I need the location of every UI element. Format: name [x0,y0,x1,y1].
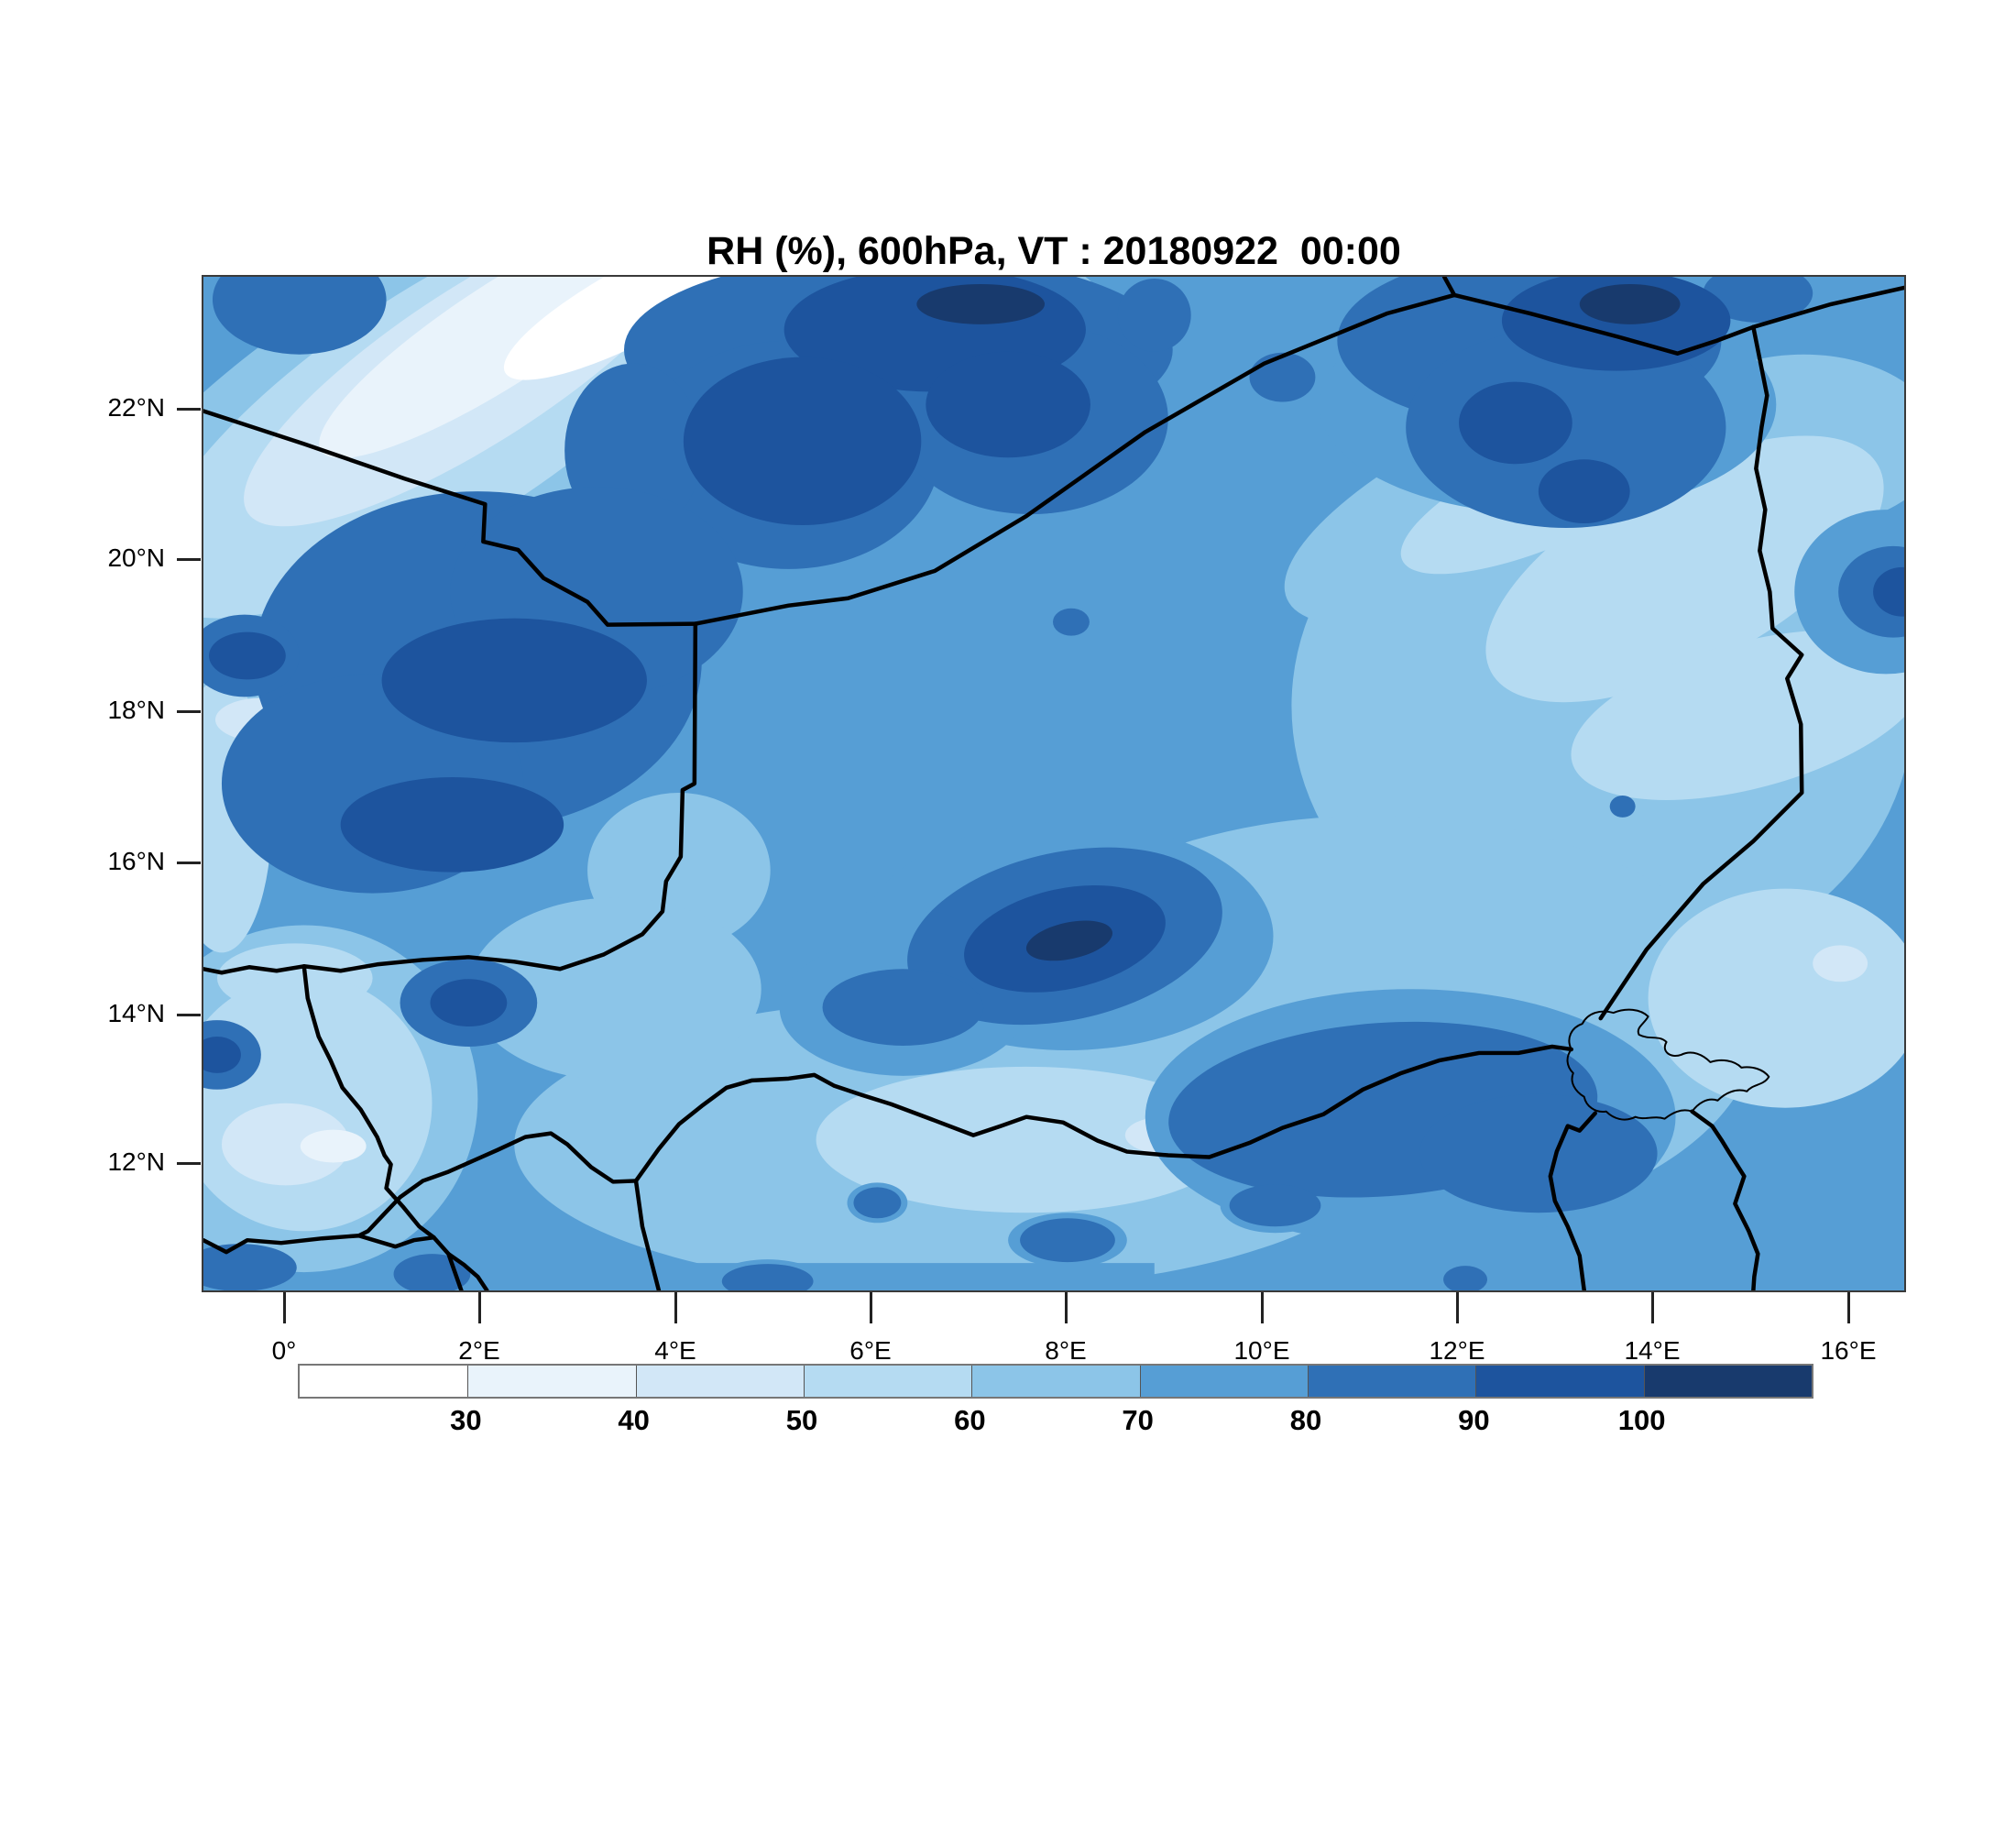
colorbar [298,1364,1813,1399]
border-algeria-niger [693,292,1457,626]
contour-map-svg [203,277,1904,1290]
border-nigeria-chad-south [1548,1111,1597,1290]
x-tick-label: 4°E [654,1336,696,1365]
colorbar-segment [1308,1366,1476,1397]
x-tick-mark [1651,1292,1654,1323]
lake-chad-outline [1566,1008,1770,1121]
border-benin-west [446,1251,464,1290]
x-tick-mark [1261,1292,1264,1323]
colorbar-tick-label: 40 [618,1404,650,1436]
colorbar-tick-label: 70 [1122,1404,1154,1436]
y-tick-mark [177,558,201,561]
border-mali-niger [203,621,698,975]
y-tick-label: 22°N [107,393,165,422]
y-tick-label: 16°N [107,847,165,875]
colorbar-segment [804,1366,972,1397]
y-tick-label: 14°N [107,999,165,1027]
x-tick-mark [870,1292,872,1323]
x-tick-mark [674,1292,677,1323]
x-tick-mark [1456,1292,1459,1323]
colorbar-tick-label: 80 [1289,1404,1322,1436]
x-tick-label: 0° [271,1336,297,1365]
border-libya-chad [1751,285,1904,330]
border-mali-algeria [203,409,698,627]
x-tick-mark [283,1292,286,1323]
y-tick-mark [177,710,201,713]
x-tick-label: 12°E [1429,1336,1485,1365]
chart-title: RH (%), 600hPa, VT : 20180922 00:00 [707,229,1401,273]
border-burkina-south [203,1233,436,1255]
colorbar-tick-label: 100 [1617,1404,1666,1436]
contour-band-below-30 [503,277,782,380]
x-tick-mark [1847,1292,1850,1323]
contour-band-above-100 [916,283,1681,961]
colorbar-segment [300,1366,468,1397]
y-tick-label: 20°N [107,543,165,572]
y-tick-label: 12°N [107,1147,165,1176]
colorbar-segment [971,1366,1140,1397]
colorbar-tick-label: 90 [1458,1404,1490,1436]
colorbar-segment [635,1366,804,1397]
x-tick-mark [478,1292,481,1323]
map-panel [202,275,1906,1292]
y-tick-mark [177,1162,201,1165]
colorbar-tick-label: 60 [954,1404,986,1436]
country-borders [203,277,1904,1290]
x-tick-mark [1065,1292,1068,1323]
y-tick-mark [177,1014,201,1016]
x-tick-label: 10°E [1233,1336,1290,1365]
x-tick-label: 6°E [849,1336,892,1365]
x-tick-label: 16°E [1820,1336,1877,1365]
border-burkina-niger [301,964,489,1290]
x-tick-label: 8°E [1045,1336,1087,1365]
colorbar-segment [1643,1366,1812,1397]
y-tick-label: 18°N [107,696,165,724]
border-benin-niger [356,1131,639,1238]
colorbar-segment [1475,1366,1644,1397]
colorbar-segment [1139,1366,1308,1397]
colorbar-segment [467,1366,636,1397]
border-chad-cameroon [1690,1109,1760,1290]
x-tick-label: 2°E [458,1336,500,1365]
border-algeria-libya [1441,277,1457,298]
x-tick-label: 14°E [1624,1336,1681,1365]
colorbar-tick-label: 50 [785,1404,818,1436]
y-tick-mark [177,408,201,411]
y-tick-mark [177,862,201,864]
border-niger-chad [1598,324,1804,1021]
border-benin-nigeria [633,1179,662,1290]
border-niger-nigeria [633,1044,1574,1183]
border-libya-niger [1452,292,1756,356]
colorbar-tick-label: 30 [450,1404,482,1436]
